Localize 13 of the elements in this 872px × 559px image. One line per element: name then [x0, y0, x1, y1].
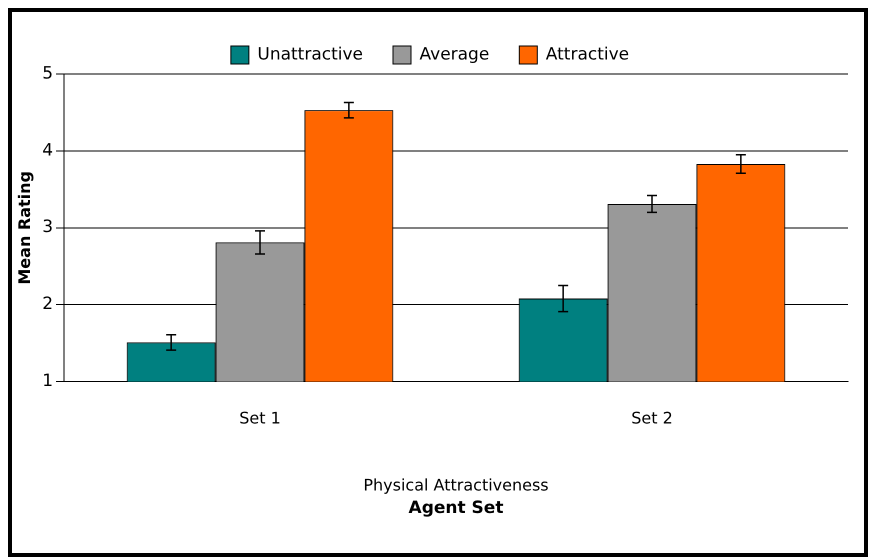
text: Agent Set: [408, 498, 504, 518]
y-tick-label: 4: [42, 140, 54, 160]
x-tick-label: Set 1: [239, 408, 281, 428]
y-tick-label: 3: [42, 217, 54, 238]
legend-label: Unattractive: [257, 44, 364, 64]
x-tick-label: Set 2: [631, 408, 673, 428]
y-tick-label: 5: [42, 63, 54, 84]
legend-label: Attractive: [546, 44, 630, 64]
legend-label: Average: [419, 44, 490, 64]
x-axis-title: Physical Attractiveness: [363, 476, 549, 495]
y-axis-title: Mean Rating: [14, 170, 34, 285]
y-tick-label: 1: [42, 371, 54, 392]
y-tick-label: 2: [42, 294, 54, 314]
